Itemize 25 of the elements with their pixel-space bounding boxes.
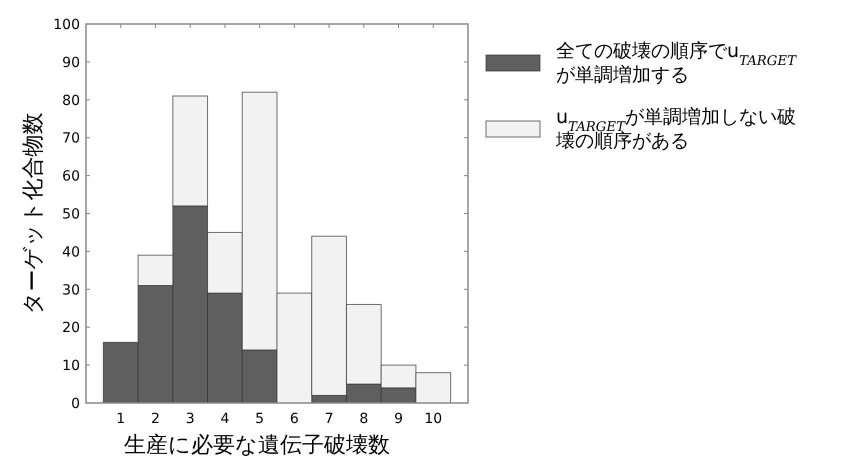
x-tick-label: 3 [186, 411, 195, 427]
x-axis-title: 生産に必要な遺伝子破壊数 [124, 433, 390, 458]
y-tick-label: 60 [62, 168, 80, 185]
y-tick-label: 0 [71, 396, 80, 412]
x-tick-label: 6 [290, 411, 299, 427]
y-tick-label: 10 [62, 358, 80, 374]
legend-label: u$_{TARGET}$が単調増加しない破壊の順序がある [555, 106, 796, 152]
x-tick-label: 7 [324, 411, 334, 427]
legend: 全ての破壊の順序でu$_{TARGET}$が単調増加する u$_{TARGET}$が単調増加しない破壊の順序がある [486, 40, 796, 152]
x-tick-label: 8 [359, 411, 368, 427]
y-tick-label: 100 [53, 17, 80, 33]
x-tick-label: 2 [150, 411, 160, 427]
x-tick-label: 9 [394, 411, 404, 427]
x-tick-label: 5 [255, 411, 264, 427]
y-tick-label: 20 [62, 320, 80, 336]
x-tick-label: 4 [220, 411, 230, 427]
y-tick-label: 40 [62, 244, 80, 260]
y-tick-label: 50 [62, 206, 80, 222]
y-tick-label: 70 [62, 130, 80, 147]
y-tick-label: 90 [62, 54, 80, 71]
y-tick-label: 80 [62, 92, 80, 109]
x-tick-label: 1 [116, 411, 126, 427]
x-tick-label: 10 [424, 411, 442, 427]
y-axis-title: ターゲット化合物数 [21, 112, 46, 314]
y-tick-label: 30 [62, 282, 80, 298]
